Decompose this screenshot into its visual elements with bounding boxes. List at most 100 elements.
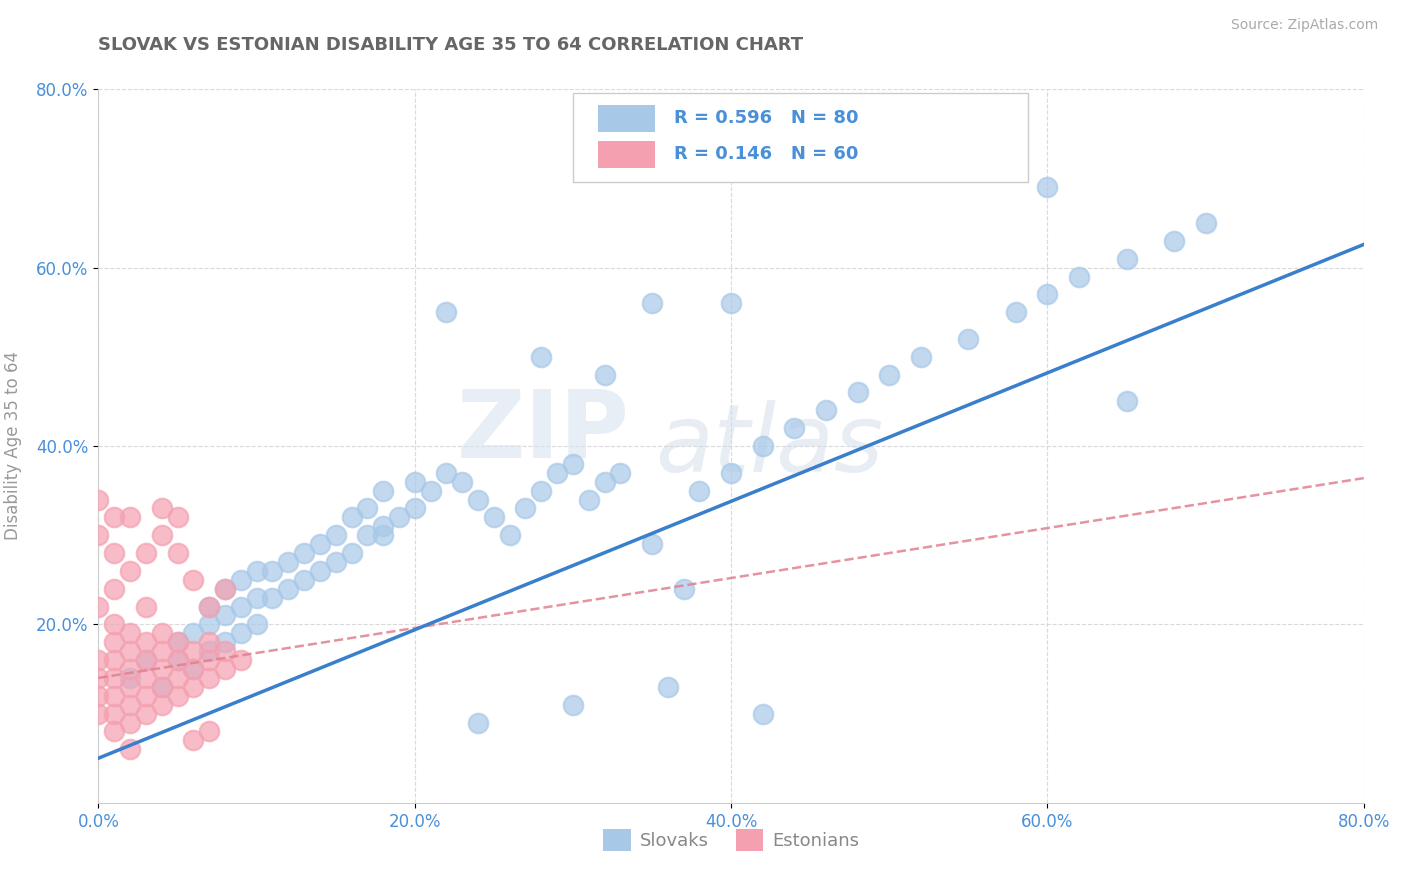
Point [229,626,252,640]
Point [292,573,315,587]
Point [198,653,221,667]
Point [87,599,110,614]
Point [120,680,141,694]
Bar [599,105,655,132]
Point [309,537,332,551]
Point [214,582,236,596]
Point [198,724,221,739]
Point [166,635,188,649]
Point [103,546,125,560]
Point [198,599,221,614]
Point [229,573,252,587]
Point [751,706,773,721]
Text: ZIP: ZIP [457,385,630,478]
Point [183,662,205,676]
Point [103,635,125,649]
Point [404,501,426,516]
Point [103,689,125,703]
Point [198,635,221,649]
Point [135,671,157,685]
Point [720,466,742,480]
Point [135,706,157,721]
Point [910,350,932,364]
Point [150,680,173,694]
Point [467,492,489,507]
Point [371,519,394,533]
Point [229,653,252,667]
Point [166,671,188,685]
Point [229,599,252,614]
Point [277,555,299,569]
Point [609,466,631,480]
Point [150,662,173,676]
Point [120,671,141,685]
Point [246,564,269,578]
Point [356,528,378,542]
Point [166,546,188,560]
Point [150,528,173,542]
Point [1115,252,1137,266]
Point [214,635,236,649]
Point [877,368,900,382]
Point [103,706,125,721]
Point [166,510,188,524]
Point [371,528,394,542]
Point [1194,216,1216,230]
Point [262,591,284,605]
Point [641,296,664,310]
Point [262,564,284,578]
Point [436,305,458,319]
Point [325,528,347,542]
Point [87,671,110,685]
Text: Source: ZipAtlas.com: Source: ZipAtlas.com [1230,18,1378,32]
Point [120,662,141,676]
Point [183,662,205,676]
Point [120,644,141,658]
Point [546,466,568,480]
Point [641,537,664,551]
Point [166,689,188,703]
Point [214,608,236,623]
Point [183,626,205,640]
Point [292,546,315,560]
Point [388,510,411,524]
Point [277,582,299,596]
Point [672,582,695,596]
Point [103,582,125,596]
Point [150,626,173,640]
Point [561,698,585,712]
Point [103,510,125,524]
Point [530,350,553,364]
Point [135,635,157,649]
Y-axis label: Disability Age 35 to 64: Disability Age 35 to 64 [4,351,22,541]
Point [578,492,600,507]
Point [135,653,157,667]
Bar [599,141,655,168]
Point [846,385,869,400]
Point [150,680,173,694]
Point [183,680,205,694]
Point [340,510,363,524]
Point [183,573,205,587]
Point [87,528,110,542]
Point [150,698,173,712]
Point [135,546,157,560]
Point [1004,305,1026,319]
Point [198,599,221,614]
Text: atlas: atlas [655,401,883,491]
Point [198,644,221,658]
Point [404,475,426,489]
Point [103,671,125,685]
Point [103,724,125,739]
Point [340,546,363,560]
Point [561,457,585,471]
Point [198,671,221,685]
Point [135,689,157,703]
Point [530,483,553,498]
Legend: Slovaks, Estonians: Slovaks, Estonians [596,822,866,858]
Point [214,582,236,596]
Point [783,421,806,435]
Point [515,501,537,516]
Point [436,466,458,480]
Point [214,644,236,658]
